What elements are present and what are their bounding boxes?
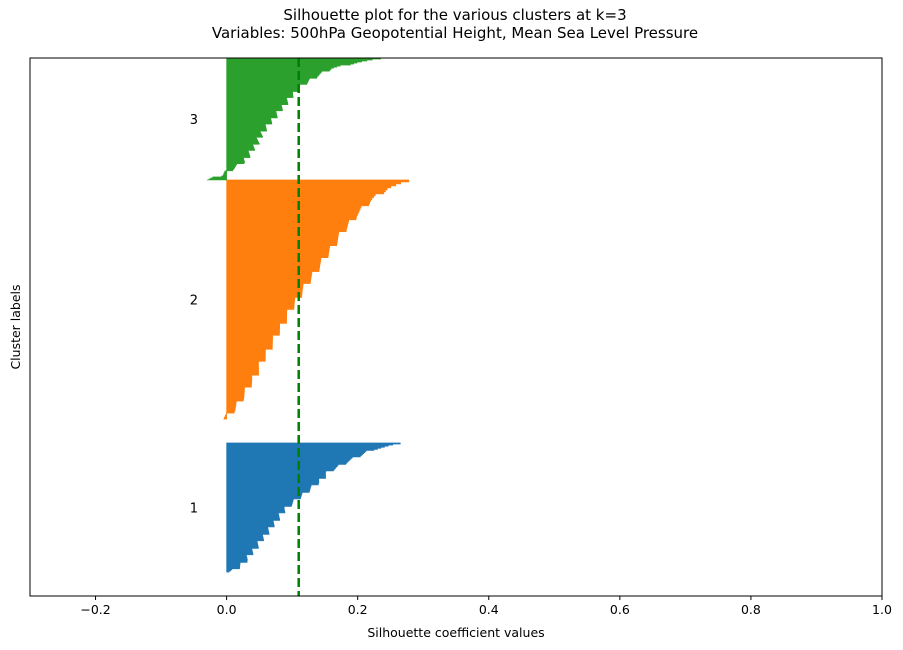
cluster-3-label: 3	[190, 113, 198, 128]
cluster-3-silhouette	[206, 57, 381, 181]
axes-frame	[29, 57, 883, 597]
plot-area: 1 2 3	[29, 57, 883, 597]
cluster-fills	[206, 57, 410, 573]
x-tick-label: 0.6	[610, 602, 630, 617]
x-tick-label: 0.8	[741, 602, 761, 617]
y-axis-label: Cluster labels	[8, 284, 23, 369]
cluster-1-silhouette	[226, 442, 401, 573]
x-tick-label: 0.4	[479, 602, 499, 617]
cluster-labels: 1 2 3	[190, 113, 198, 517]
chart-title-line1: Silhouette plot for the various clusters…	[283, 6, 626, 24]
cluster-2-label: 2	[190, 294, 198, 309]
x-axis-label: Silhouette coefficient values	[367, 625, 544, 640]
cluster-2-silhouette	[223, 179, 410, 420]
x-tick-label: 1.0	[872, 602, 892, 617]
x-tick-label: 0.2	[348, 602, 368, 617]
x-tick-label: −0.2	[80, 602, 110, 617]
x-axis: −0.2 0.0 0.2 0.4 0.6 0.8 1.0	[80, 596, 892, 617]
x-tick-label: 0.0	[217, 602, 237, 617]
chart-title-line2: Variables: 500hPa Geopotential Height, M…	[212, 24, 698, 42]
cluster-1-label: 1	[190, 502, 198, 517]
